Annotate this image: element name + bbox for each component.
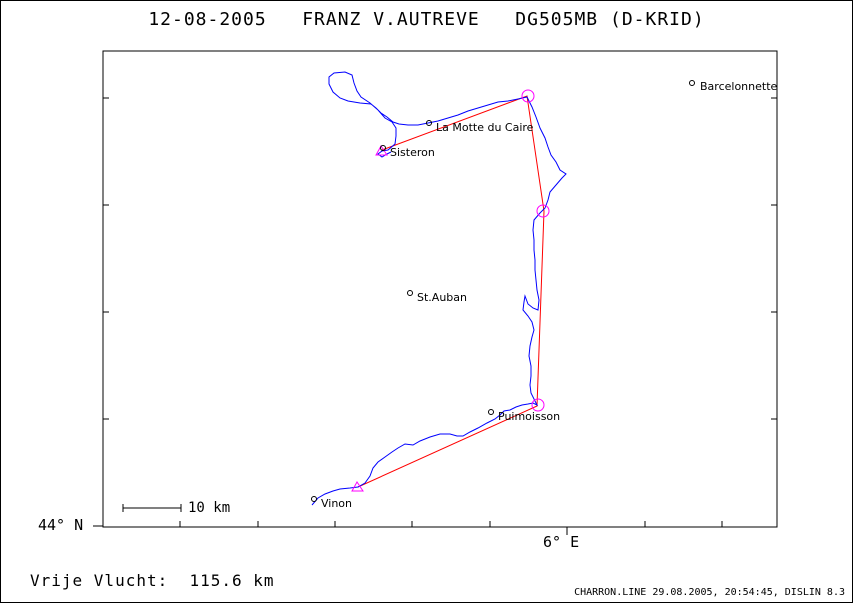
bottom-ticks	[179, 521, 723, 535]
left-ticks	[93, 97, 109, 527]
latitude-label: 44° N	[38, 516, 84, 534]
place-label: Vinon	[321, 497, 352, 510]
place-dot-sisteron	[380, 145, 386, 151]
place-label: La Motte du Caire	[436, 121, 534, 134]
place-label: Sisteron	[390, 146, 435, 159]
distance-summary: Vrije Vlucht: 115.6 km	[30, 571, 275, 590]
plot-frame	[102, 50, 778, 528]
distance-label: Vrije Vlucht:	[30, 571, 169, 590]
pilot-name: FRANZ V.AUTREVE	[302, 9, 480, 30]
place-label: Barcelonnette	[700, 80, 778, 93]
turnpoint-circle	[536, 204, 550, 218]
flight-date: 12-08-2005	[148, 9, 267, 30]
scale-bar-label: 10 km	[188, 500, 231, 516]
longitude-label: 6° E	[543, 533, 580, 551]
distance-value: 115.6 km	[189, 571, 275, 590]
turnpoint-circle	[531, 398, 545, 412]
footer-info: CHARRON.LINE 29.08.2005, 20:54:45, DISLI…	[574, 587, 845, 598]
place-dot-la-motte	[426, 120, 432, 126]
flight-track	[311, 71, 567, 506]
glider-id: DG505MB (D-KRID)	[515, 9, 705, 30]
place-dot-barcelonnette	[689, 80, 695, 86]
place-label: Puimoisson	[498, 410, 560, 423]
task-line	[357, 95, 545, 488]
page-title: 12-08-2005 FRANZ V.AUTREVE DG505MB (D-KR…	[0, 9, 853, 30]
place-dot-vinon	[311, 496, 317, 502]
place-markers	[311, 80, 695, 502]
right-ticks	[771, 97, 777, 420]
scale-bar	[122, 504, 182, 512]
place-dot-puimoisson	[488, 409, 494, 415]
turnpoint-circle	[521, 89, 535, 103]
place-dot-st-auban	[407, 290, 413, 296]
place-label: St.Auban	[417, 291, 467, 304]
start-triangle-icon	[351, 481, 364, 492]
